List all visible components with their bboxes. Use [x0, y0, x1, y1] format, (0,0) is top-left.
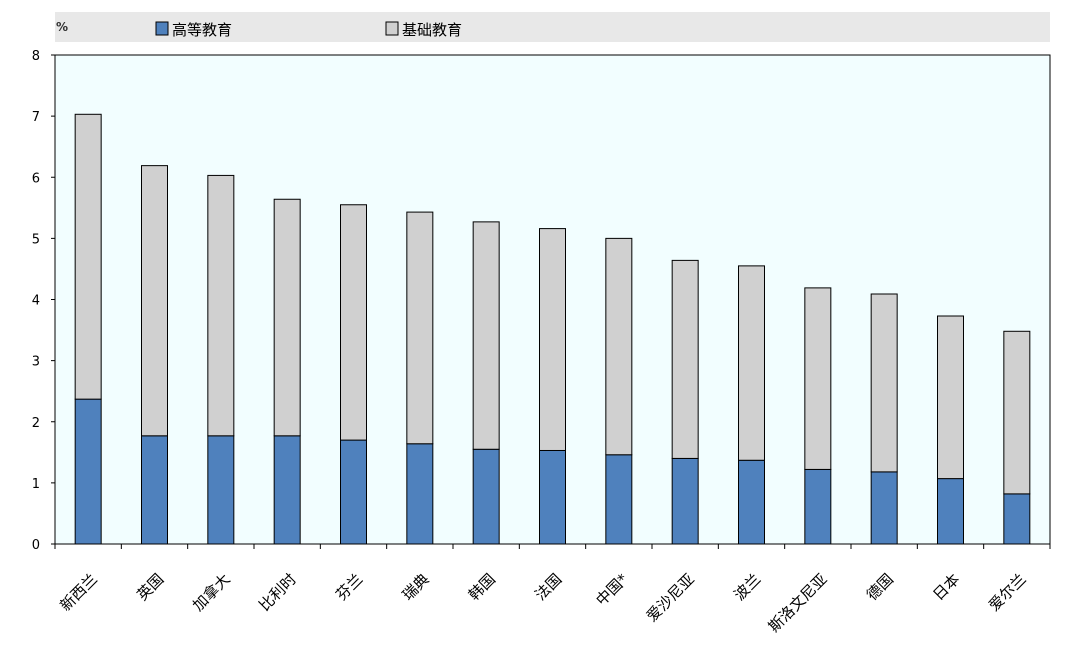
legend-swatch-tertiary [155, 21, 169, 36]
x-category-label: 爱沙尼亚 [643, 570, 698, 625]
bar-tertiary [605, 454, 633, 545]
bar-basic [870, 293, 898, 473]
bar-tertiary [870, 471, 898, 545]
bar-tertiary [539, 449, 566, 545]
bar-basic [937, 315, 964, 480]
y-axis: 0 1 2 3 4 5 6 7 8 [32, 49, 55, 553]
bar-basic [605, 237, 633, 456]
bar-basic [207, 174, 235, 437]
bar-basic [671, 259, 699, 459]
x-axis: 新西兰 英国 加拿大 比利时 芬兰 瑞典 韩国 法国 中国* 爱沙尼亚 波兰 斯洛文尼亚 德国 日本 爱尔兰 [54, 544, 1051, 636]
legend-swatch-basic [385, 21, 399, 36]
x-category-label: 法国 [531, 570, 565, 604]
x-category-label: 日本 [929, 570, 963, 604]
bar-tertiary [141, 435, 168, 545]
y-tick-label: 4 [32, 294, 40, 309]
bar-basic [141, 165, 168, 437]
bar-basic [738, 265, 765, 461]
bar-tertiary [273, 435, 301, 545]
y-tick-label: 5 [32, 232, 40, 247]
x-category-label: 斯洛文尼亚 [765, 570, 831, 636]
x-category-label: 英国 [133, 570, 167, 604]
bar-basic [273, 198, 301, 437]
bar-basic [406, 211, 434, 445]
bars [74, 113, 1031, 545]
bar-tertiary [406, 443, 434, 545]
x-category-label: 加拿大 [189, 570, 234, 615]
x-category-label: 韩国 [465, 570, 499, 604]
x-category-label: 中国* [592, 570, 632, 610]
bar-tertiary [804, 468, 832, 545]
x-category-label: 比利时 [255, 570, 300, 615]
bar-tertiary [340, 439, 367, 545]
y-tick-label: 8 [32, 49, 40, 64]
bar-basic [804, 287, 832, 470]
y-tick-label: 6 [32, 171, 40, 186]
bar-tertiary [74, 398, 102, 545]
y-tick-label: 2 [32, 416, 40, 431]
y-tick-label: 0 [32, 538, 40, 553]
bar-basic [1003, 330, 1031, 495]
x-category-label: 新西兰 [56, 570, 101, 615]
bar-tertiary [937, 478, 964, 545]
bar-tertiary [738, 459, 765, 545]
bar-tertiary [1003, 493, 1031, 545]
bar-tertiary [671, 457, 699, 545]
bar-tertiary [472, 448, 500, 545]
y-tick-label: 7 [32, 110, 40, 125]
y-tick-label: 1 [32, 477, 40, 492]
legend-band [55, 12, 1050, 42]
legend-label-tertiary: 高等教育 [172, 21, 232, 39]
legend-label-basic: 基础教育 [402, 21, 462, 39]
bar-basic [472, 221, 500, 450]
x-category-label: 芬兰 [332, 570, 366, 604]
unit-label: % [56, 20, 68, 34]
x-category-label: 波兰 [730, 570, 764, 604]
y-tick-label: 3 [32, 355, 40, 370]
bar-basic [74, 113, 102, 400]
x-category-label: 爱尔兰 [985, 570, 1030, 615]
bar-basic [340, 204, 367, 441]
bar-basic [539, 228, 566, 451]
x-category-label: 瑞典 [399, 570, 433, 604]
bar-tertiary [207, 435, 235, 545]
legend: 高等教育 基础教育 [155, 21, 462, 39]
x-category-label: 德国 [863, 570, 897, 604]
